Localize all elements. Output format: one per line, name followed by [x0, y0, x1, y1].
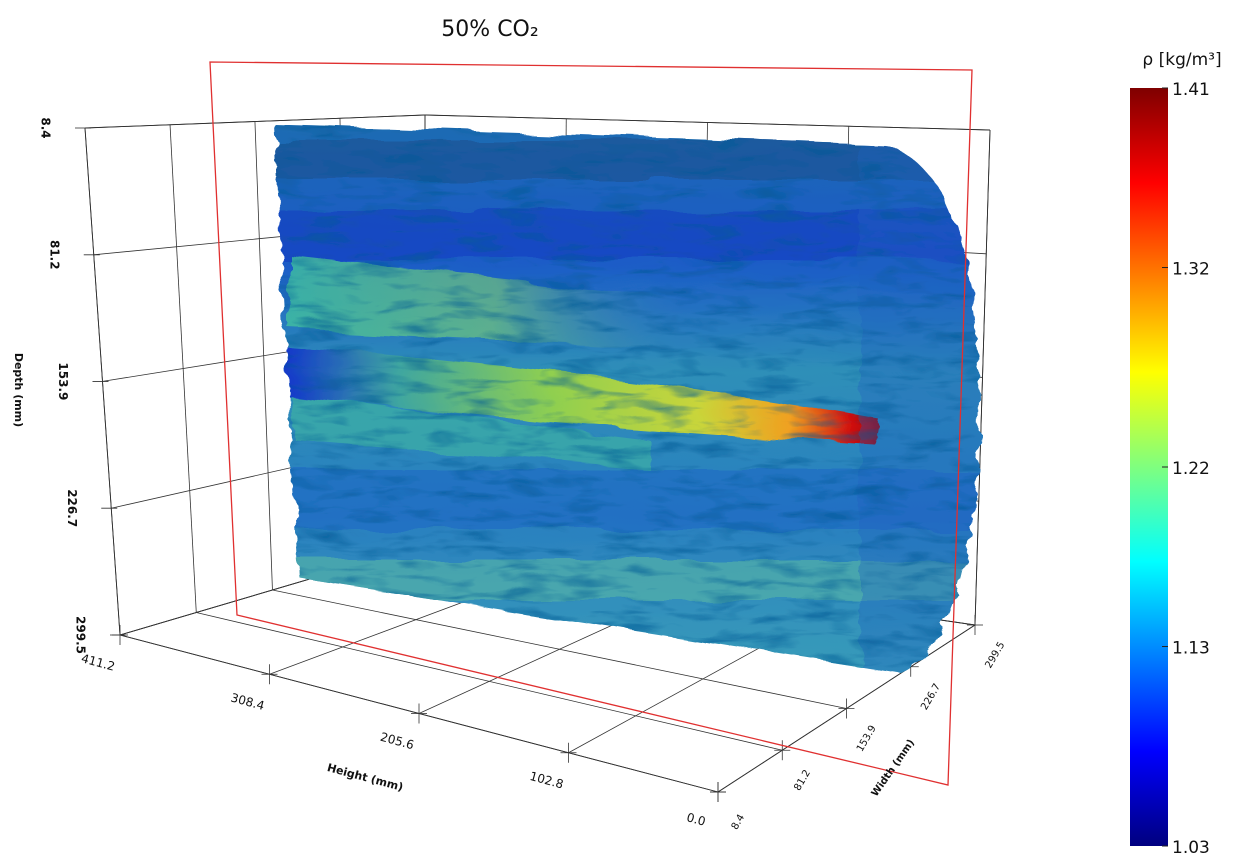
- height-tick-label: 0.0: [685, 810, 707, 828]
- grid-line: [84, 114, 426, 129]
- colorbar-scale: [1130, 88, 1168, 846]
- width-tick-label: 299.5: [984, 640, 1008, 670]
- grid-line: [196, 612, 783, 751]
- height-tick-label: 205.6: [379, 730, 416, 752]
- grid-line: [169, 124, 197, 613]
- colorbar-tick-label: 1.32: [1172, 260, 1210, 280]
- depth-tick-label: 81.2: [47, 240, 61, 270]
- colorbar-tick-label: 1.13: [1172, 639, 1210, 659]
- colorbar-tick-label: 1.22: [1172, 459, 1210, 479]
- depth-tick-label: 153.9: [56, 362, 70, 400]
- depth-tick-label: 226.7: [65, 489, 79, 527]
- height-tick-label: 411.2: [80, 651, 117, 673]
- volume-rendering: [275, 125, 980, 672]
- depth-tick-label: 299.5: [74, 616, 88, 654]
- colorbar-tick-label: 1.03: [1172, 838, 1210, 858]
- grid-line: [254, 121, 273, 591]
- height-axis-title: Height (mm): [326, 761, 405, 794]
- grid-line: [974, 129, 991, 626]
- height-tick-label: 102.8: [528, 769, 565, 791]
- grid-line: [272, 589, 847, 709]
- colorbar: ρ [kg/m³] 1.03 1.13 1.22 1.32 1.41: [1130, 50, 1222, 858]
- depth-axis-title: Depth (mm): [12, 353, 25, 427]
- width-tick-label: 153.9: [855, 724, 879, 754]
- width-tick-label: 8.4: [730, 813, 747, 832]
- grid-line: [84, 127, 121, 636]
- depth-tick-label: 8.4: [39, 117, 53, 138]
- width-tick-label: 81.2: [792, 768, 813, 793]
- width-tick-label: 226.7: [919, 682, 943, 712]
- height-tick-label: 308.4: [229, 691, 266, 713]
- grid-line: [119, 634, 719, 793]
- colorbar-title: ρ [kg/m³]: [1142, 50, 1221, 70]
- colorbar-tick-label: 1.41: [1172, 80, 1210, 100]
- chart-title: 50% CO₂: [441, 17, 538, 42]
- slice-plane: [209, 61, 973, 786]
